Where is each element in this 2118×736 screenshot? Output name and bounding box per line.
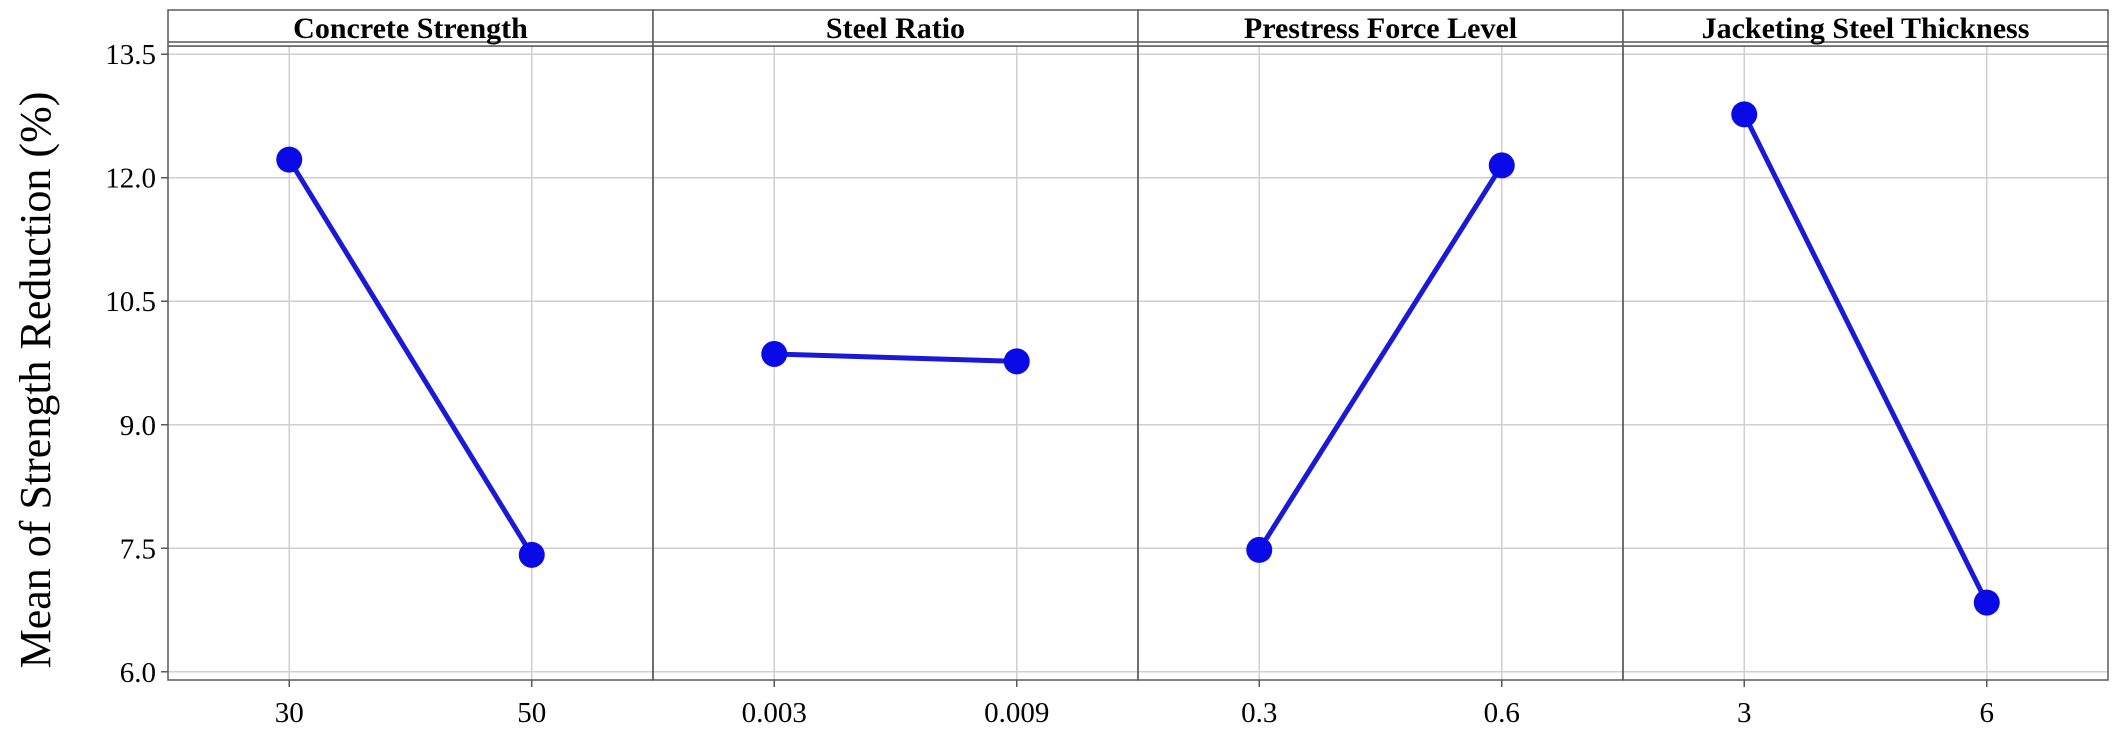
panel-frame [167,45,654,681]
panel-title-strip [1622,9,2109,47]
y-tick-label: 9.0 [120,410,156,442]
data-point [1246,536,1273,563]
panel-frame [1137,45,1624,681]
panel-title: Jacketing Steel Thickness [1702,12,2030,45]
data-point [1003,348,1030,375]
y-tick-label: 10.5 [105,286,156,318]
x-tick-label: 30 [275,697,304,729]
x-tick-label: 50 [517,697,546,729]
panel-title-strip [652,9,1139,47]
panel-title: Concrete Strength [293,12,528,45]
panel-title-strip [167,9,654,47]
data-point [276,146,303,173]
panel-title: Prestress Force Level [1244,12,1517,45]
y-axis-label: Mean of Strength Reduction (%) [11,92,60,669]
panel-title: Steel Ratio [826,12,965,45]
series-line [287,158,534,557]
x-tick-label: 0.3 [1241,697,1277,729]
data-point [1973,589,2000,616]
panel-frame [652,45,1139,681]
series-line [1742,113,1989,604]
frame-layer [161,9,2109,687]
x-tick-label: 6 [1980,697,1995,729]
x-tick-label: 0.009 [984,697,1049,729]
label-layer: Mean of Strength Reduction (%) 6.0 7.5 9.0… [11,12,2029,729]
data-point [1731,101,1758,128]
data-point [761,340,788,367]
data-layer [276,101,2000,616]
y-tick-label: 12.0 [105,163,156,195]
panel-title-strip [1137,9,1624,47]
y-tick-label: 13.5 [105,39,156,71]
y-tick-label: 6.0 [120,657,156,689]
x-tick-label: 3 [1737,697,1752,729]
y-tick-label: 7.5 [120,533,156,565]
x-tick-label: 0.003 [742,697,807,729]
series-line [774,351,1017,364]
x-tick-label: 0.6 [1484,697,1520,729]
series-line [1257,164,1504,552]
data-point [1488,152,1515,179]
data-point [518,541,545,568]
